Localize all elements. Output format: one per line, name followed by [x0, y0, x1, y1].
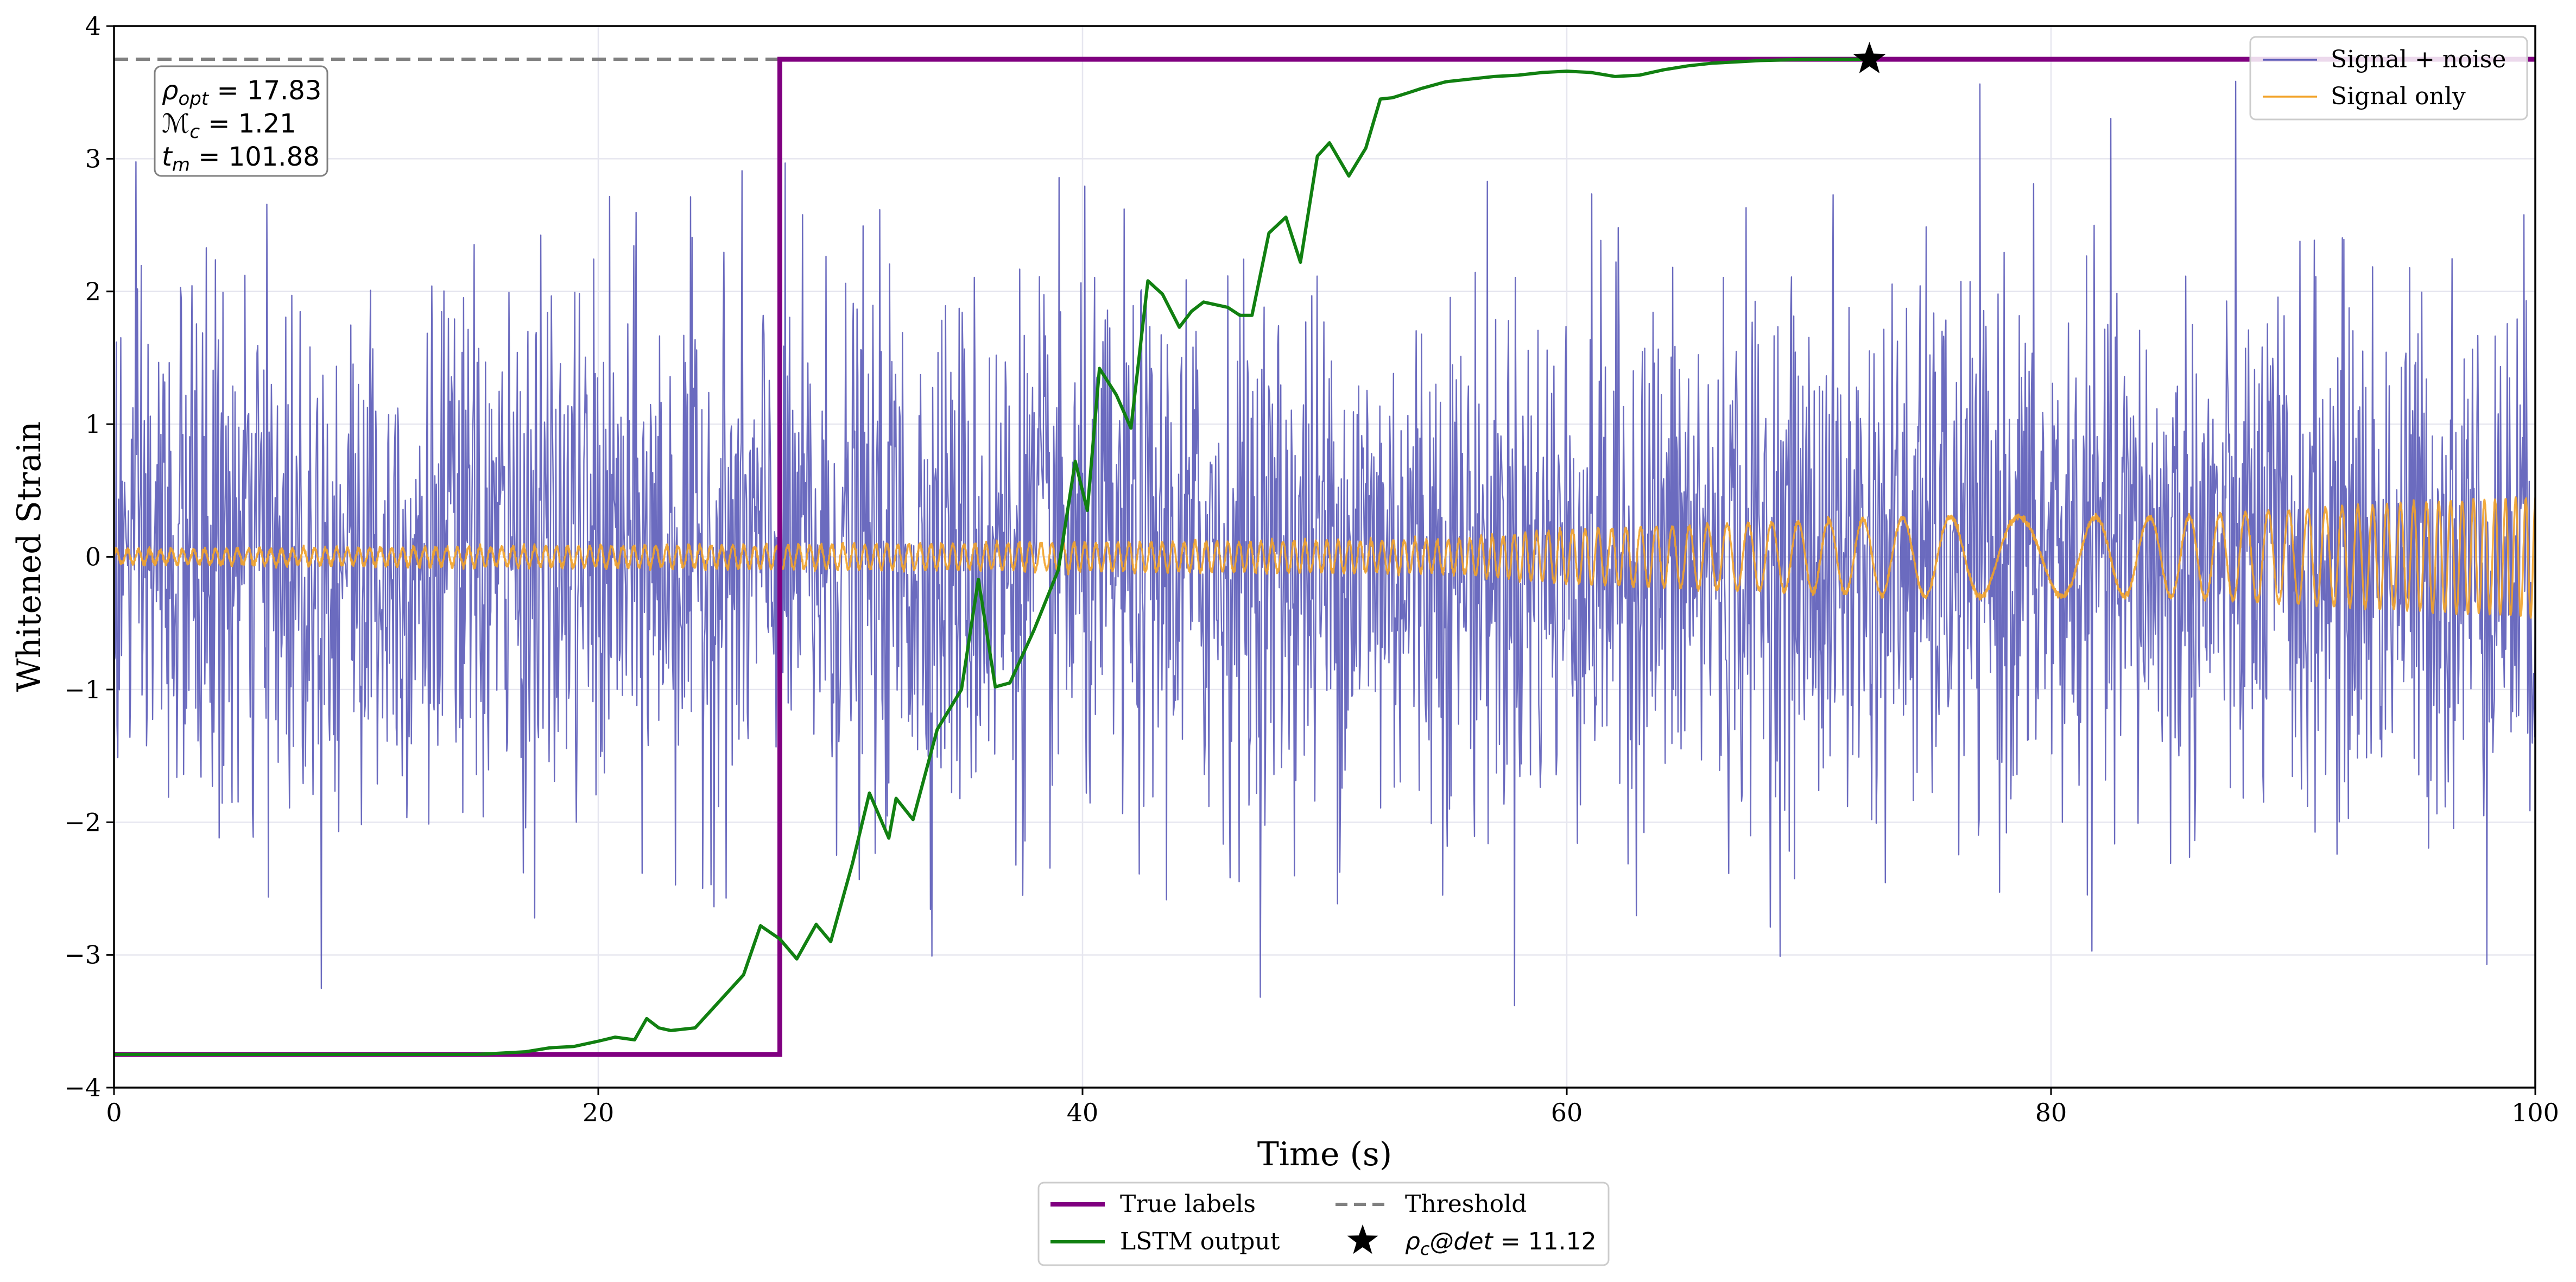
legend-label-threshold: Threshold: [1405, 1190, 1527, 1218]
parameter-annotation-box: ρopt = 17.83 ℳc = 1.21 tm = 101.88: [154, 65, 328, 177]
series-signal-plus-noise-line: [114, 80, 2535, 1007]
y-tick-label: 1: [85, 409, 101, 439]
y-tick-label: 4: [85, 11, 101, 41]
y-tick-label: 2: [85, 277, 101, 306]
detection-star-marker: [1853, 42, 1886, 73]
legend-upper: Signal + noise Signal only: [2249, 36, 2528, 121]
x-tick-label: 100: [2511, 1098, 2559, 1127]
y-tick-label: −1: [64, 675, 101, 704]
x-tick-label: 80: [2035, 1098, 2067, 1127]
annotation-rho-opt: ρopt = 17.83: [162, 75, 321, 110]
legend-label-detection: ρc@det = 11.12: [1405, 1228, 1597, 1259]
y-tick-label: 3: [85, 144, 101, 173]
y-tick-label: −2: [64, 807, 101, 837]
legend-label-signal-only: Signal only: [2331, 83, 2466, 110]
axes: 0 20 40 60 80 100 −4 −3 −2 −1 0 1 2 3 4: [64, 11, 2559, 1127]
legend-swatch-detection-star: [1347, 1224, 1378, 1254]
legend-label-signal-plus-noise: Signal + noise: [2331, 46, 2506, 73]
legend-label-true-labels: True labels: [1120, 1190, 1256, 1218]
x-tick-label: 0: [106, 1098, 122, 1127]
y-tick-label: 0: [85, 542, 101, 572]
y-axis-title: Whitened Strain: [10, 421, 48, 692]
legend-lower: True labels Threshold LSTM output ρc@det…: [1037, 1182, 1610, 1266]
y-tick-label: −4: [64, 1073, 101, 1102]
x-axis-title: Time (s): [1257, 1135, 1392, 1173]
annotation-chirp-mass: ℳc = 1.21: [162, 109, 296, 143]
legend-label-lstm-output: LSTM output: [1120, 1228, 1280, 1255]
y-tick-label: −3: [64, 940, 101, 970]
series-signal-only-line: [114, 496, 2535, 619]
x-tick-label: 20: [583, 1098, 615, 1127]
x-tick-label: 40: [1067, 1098, 1099, 1127]
x-tick-label: 60: [1551, 1098, 1583, 1127]
series-lstm-output-line: [114, 58, 1870, 1056]
annotation-t-m: tm = 101.88: [162, 142, 320, 176]
